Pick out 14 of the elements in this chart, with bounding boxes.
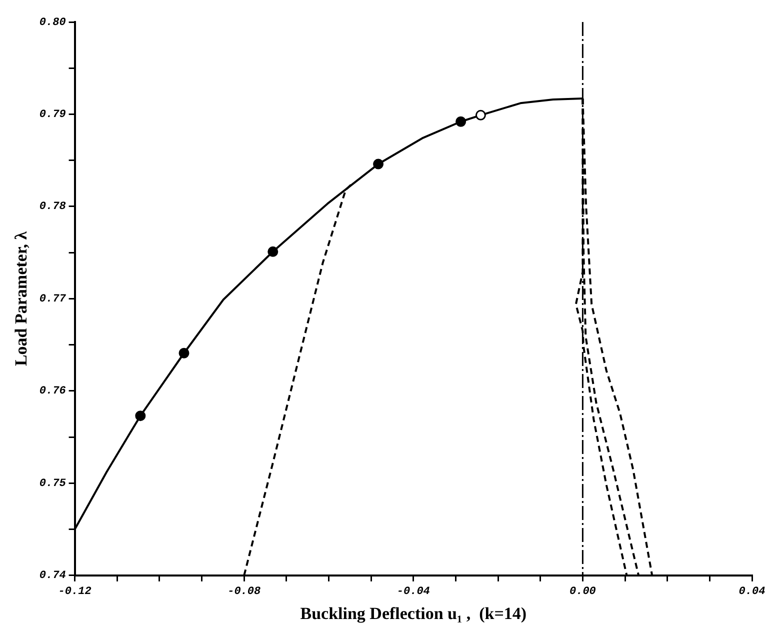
x-tick-label: 0.00 [570, 586, 596, 598]
y-axis-title: Load Parameter, λ [12, 230, 31, 366]
y-tick-label: 0.78 [39, 201, 66, 214]
x-tick-label: 0.04 [738, 586, 766, 598]
y-tick-label: 0.79 [39, 109, 66, 121]
y-tick-label: 0.76 [39, 386, 66, 398]
x-tick-label: -0.04 [396, 586, 430, 598]
y-tick-label: 0.74 [39, 570, 66, 582]
x-axis-title: Buckling Deflection u₁ , (k=14) [300, 604, 527, 624]
x-tick-label: -0.12 [58, 586, 92, 598]
y-tick-label: 0.80 [39, 16, 66, 29]
y-tick-label: 0.77 [39, 293, 66, 306]
x-tick-label: -0.08 [228, 586, 261, 598]
y-tick-label: 0.75 [39, 478, 66, 490]
